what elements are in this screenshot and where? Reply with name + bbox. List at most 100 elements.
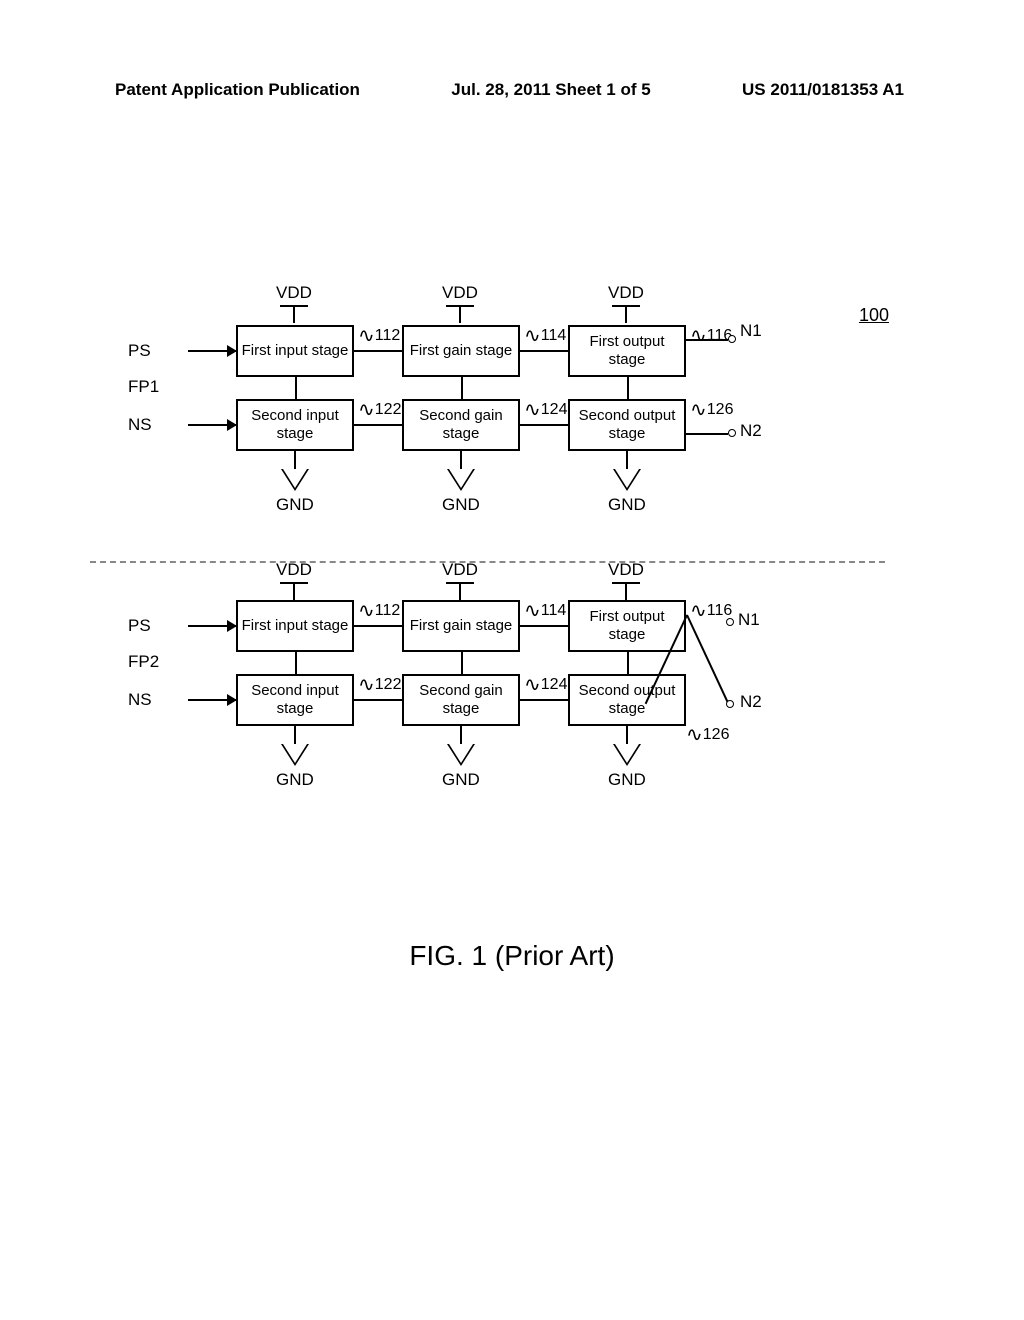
gnd-rail: GND — [442, 451, 480, 515]
wire — [188, 424, 236, 426]
input-ns-label: NS — [128, 690, 188, 710]
node-n2 — [726, 700, 734, 708]
block-first-gain-stage: First gain stage — [402, 600, 520, 652]
wire — [354, 424, 402, 426]
block-second-gain-stage: Second gain stage — [402, 399, 520, 451]
ref-122: ∿122 — [358, 395, 401, 420]
wire — [520, 424, 568, 426]
gnd-rail: GND — [442, 726, 480, 790]
wire — [295, 377, 297, 399]
block-second-input-stage: Second input stage — [236, 674, 354, 726]
vdd-label: VDD — [442, 560, 478, 580]
ground-icon — [447, 744, 475, 766]
row-second-stages: NS Second input stage Second gain stage … — [128, 674, 898, 726]
dashed-separator — [90, 561, 885, 563]
ground-icon — [447, 469, 475, 491]
ground-icon — [613, 469, 641, 491]
output-n1-label: N1 — [738, 610, 760, 630]
wire — [188, 699, 236, 701]
wire — [354, 350, 402, 352]
wire — [354, 625, 402, 627]
figure-caption: FIG. 1 (Prior Art) — [0, 940, 1024, 972]
vdd-rail: VDD — [442, 560, 478, 600]
node-n1 — [726, 618, 734, 626]
arrow-icon — [227, 620, 237, 632]
ref-124: ∿124 — [524, 670, 567, 695]
header-date-sheet: Jul. 28, 2011 Sheet 1 of 5 — [451, 80, 650, 100]
vdd-rail: VDD — [608, 283, 644, 323]
output-n2-label: N2 — [740, 421, 762, 441]
input-ps-label: PS — [128, 341, 188, 361]
phase-label-fp1: FP1 — [128, 377, 159, 397]
wire — [354, 699, 402, 701]
vdd-label: VDD — [608, 283, 644, 303]
input-ns-label: NS — [128, 415, 188, 435]
ref-114: ∿114 — [524, 321, 566, 346]
output-n1-label: N1 — [740, 321, 762, 341]
wire — [188, 350, 236, 352]
ref-126: ∿126 — [686, 720, 729, 745]
block-first-gain-stage: First gain stage — [402, 325, 520, 377]
vdd-rail: VDD — [276, 283, 312, 323]
phase-label-fp2: FP2 — [128, 652, 159, 672]
ground-icon — [281, 744, 309, 766]
vdd-rail: VDD — [608, 560, 644, 600]
ground-icon — [281, 469, 309, 491]
vdd-label: VDD — [276, 560, 312, 580]
gnd-rail: GND — [276, 451, 314, 515]
wire — [461, 377, 463, 399]
node-n2 — [728, 429, 736, 437]
wire — [461, 652, 463, 674]
wire — [188, 625, 236, 627]
block-first-output-stage: First output stage — [568, 325, 686, 377]
wire — [520, 699, 568, 701]
wire — [520, 350, 568, 352]
gnd-label: GND — [276, 770, 314, 790]
arrow-icon — [227, 345, 237, 357]
vdd-label: VDD — [276, 283, 312, 303]
page-header: Patent Application Publication Jul. 28, … — [0, 80, 1024, 100]
ground-icon — [613, 744, 641, 766]
row-second-stages: NS Second input stage Second gain stage … — [128, 399, 898, 451]
gnd-rail: GND — [276, 726, 314, 790]
block-first-output-stage: First output stage — [568, 600, 686, 652]
ref-112: ∿112 — [358, 596, 400, 621]
ref-112: ∿112 — [358, 321, 400, 346]
wire — [520, 625, 568, 627]
wire — [295, 652, 297, 674]
block-second-gain-stage: Second gain stage — [402, 674, 520, 726]
vdd-label: VDD — [442, 283, 478, 303]
header-publication: Patent Application Publication — [115, 80, 360, 100]
arrow-icon — [227, 694, 237, 706]
row-first-stages: PS First input stage First gain stage Fi… — [128, 600, 898, 652]
block-first-input-stage: First input stage — [236, 600, 354, 652]
block-first-input-stage: First input stage — [236, 325, 354, 377]
ref-116: ∿116 — [690, 321, 732, 346]
ref-126: ∿126 — [690, 395, 733, 420]
output-n2-label: N2 — [740, 692, 762, 712]
gnd-label: GND — [608, 770, 646, 790]
wire — [627, 377, 629, 399]
header-pub-number: US 2011/0181353 A1 — [742, 80, 904, 100]
node-n1 — [728, 335, 736, 343]
wire — [686, 433, 728, 435]
wire — [627, 652, 629, 674]
diagram-fp2: VDD VDD VDD PS First input stage First g… — [128, 600, 898, 726]
diagram-fp1: VDD VDD VDD PS First input stage First g… — [128, 325, 898, 451]
row-first-stages: PS First input stage First gain stage Fi… — [128, 325, 898, 377]
input-ps-label: PS — [128, 616, 188, 636]
ref-122: ∿122 — [358, 670, 401, 695]
gnd-rail: GND — [608, 451, 646, 515]
block-second-output-stage: Second output stage — [568, 674, 686, 726]
vdd-rail: VDD — [276, 560, 312, 600]
wire — [686, 339, 728, 341]
gnd-rail: GND — [608, 726, 646, 790]
gnd-label: GND — [442, 495, 480, 515]
arrow-icon — [227, 419, 237, 431]
ref-114: ∿114 — [524, 596, 566, 621]
gnd-label: GND — [608, 495, 646, 515]
gnd-label: GND — [276, 495, 314, 515]
ref-116: ∿116 — [690, 596, 732, 621]
vdd-rail: VDD — [442, 283, 478, 323]
gnd-label: GND — [442, 770, 480, 790]
